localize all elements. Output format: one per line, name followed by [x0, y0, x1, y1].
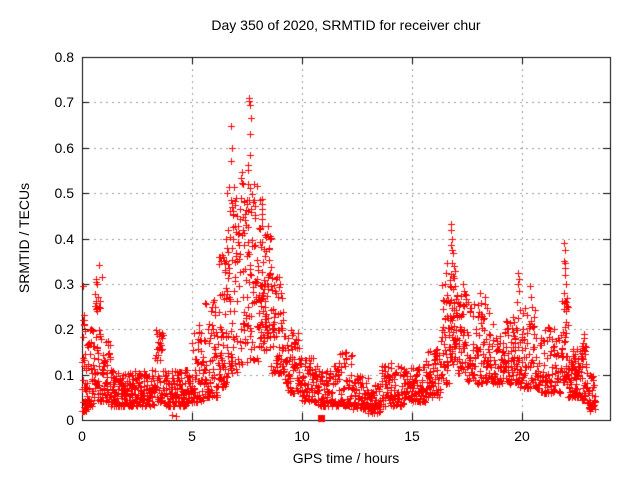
chart-title: Day 350 of 2020, SRMTID for receiver chu…	[211, 17, 481, 33]
x-tick-label: 20	[514, 428, 530, 444]
x-axis-label: GPS time / hours	[292, 450, 400, 466]
y-tick-label: 0.3	[54, 276, 74, 292]
y-tick-label: 0.7	[54, 94, 74, 110]
y-tick-label: 0.5	[54, 185, 74, 201]
y-tick-label: 0.8	[54, 49, 74, 65]
y-tick-label: 0.6	[54, 140, 74, 156]
y-tick-label: 0.2	[54, 321, 74, 337]
x-tick-label: 0	[78, 428, 86, 444]
y-tick-label: 0.1	[54, 367, 74, 383]
y-tick-label: 0.4	[54, 231, 74, 247]
x-tick-label: 10	[294, 428, 310, 444]
x-tick-label: 15	[404, 428, 420, 444]
x-tick-label: 5	[188, 428, 196, 444]
y-tick-label: 0	[66, 412, 74, 428]
